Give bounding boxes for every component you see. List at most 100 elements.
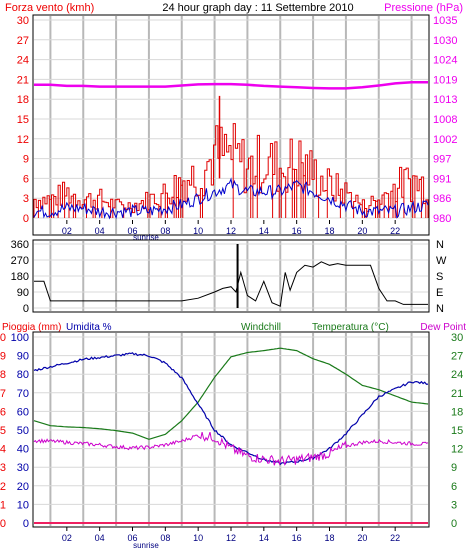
humidity-y-tick: 40 (17, 444, 29, 456)
wind-y-tick: 6 (23, 173, 29, 185)
wind-y-tick: 15 (17, 114, 29, 126)
wind-title: Forza vento (kmh) (5, 2, 94, 14)
temperature-y-tick: 6 (451, 481, 457, 493)
direction-grid (34, 241, 428, 311)
temperature-y-tick: 24 (451, 369, 463, 381)
rain-axis-labels: 109876543210 (0, 332, 6, 530)
temperature-y-tick: 9 (451, 462, 457, 474)
pressure-line (34, 81, 428, 90)
direction-y-tick: 90 (17, 287, 29, 299)
x-tick-label: 20 (357, 226, 367, 236)
humidity-title: Umidita % (66, 322, 112, 333)
x-tick-label: 12 (226, 533, 236, 543)
rain-y-tick: 7 (0, 388, 6, 400)
temperature-y-tick: 3 (451, 499, 457, 511)
compass-y-tick: N (436, 303, 444, 315)
rain-y-tick: 9 (0, 351, 6, 363)
temperature-grid (34, 333, 428, 526)
wind-y-tick: 3 (23, 193, 29, 205)
humidity-y-tick: 0 (23, 518, 29, 530)
sunrise-label-top: sunrise (133, 233, 159, 242)
humidity-y-tick: 100 (11, 332, 29, 344)
wind-y-tick: 27 (17, 35, 29, 47)
compass-y-tick: W (436, 255, 447, 267)
temperature-series (33, 347, 429, 524)
windchill-title: Windchill (241, 322, 281, 333)
rain-y-tick: 3 (0, 462, 6, 474)
wind-y-tick: 30 (17, 15, 29, 27)
pressure-y-tick: 1024 (433, 55, 457, 67)
temperature-y-tick: 15 (451, 425, 463, 437)
wind-y-tick: 9 (23, 154, 29, 166)
temperature-y-tick: 18 (451, 406, 463, 418)
x-tick-label: 10 (193, 533, 203, 543)
x-tick-label: 04 (95, 226, 105, 236)
compass-y-tick: E (436, 287, 443, 299)
wind-average-line (33, 177, 429, 220)
x-tick-label: 08 (160, 226, 170, 236)
humidity-y-tick: 70 (17, 388, 29, 400)
wind-y-tick: 21 (17, 74, 29, 86)
pressure-y-tick: 1030 (433, 35, 457, 47)
x-tick-label: 18 (324, 533, 334, 543)
panel-wind-pressure (32, 14, 430, 236)
temperature-y-tick: 27 (451, 351, 463, 363)
wind-direction-line (34, 261, 428, 307)
x-tick-label: 22 (390, 533, 400, 543)
pressure-y-tick: 1035 (433, 15, 457, 27)
humidity-y-tick: 10 (17, 499, 29, 511)
pressure-y-tick: 1019 (433, 74, 457, 86)
x-tick-label: 06 (127, 226, 137, 236)
humidity-y-tick: 90 (17, 351, 29, 363)
pressure-y-tick: 1002 (433, 134, 457, 146)
x-tick-label: 16 (292, 226, 302, 236)
direction-series (34, 244, 428, 308)
humidity-y-tick: 20 (17, 481, 29, 493)
x-tick-label: 06 (127, 533, 137, 543)
x-tick-label: 02 (62, 226, 72, 236)
rain-y-tick: 5 (0, 425, 6, 437)
rain-y-tick: 4 (0, 444, 6, 456)
temperature-y-tick: 0 (451, 518, 457, 530)
dewpoint-line (33, 431, 429, 467)
temperature-y-tick: 30 (451, 332, 463, 344)
x-tick-label: 08 (160, 533, 170, 543)
pressure-y-tick: 986 (433, 193, 451, 205)
rain-y-tick: 1 (0, 499, 6, 511)
wind-gust-line (33, 123, 429, 218)
temperature-y-tick: 21 (451, 388, 463, 400)
compass-y-tick: N (436, 239, 444, 251)
humidity-y-tick: 60 (17, 406, 29, 418)
wind-series (33, 81, 429, 220)
rain-y-tick: 10 (0, 332, 6, 344)
x-tick-label: 04 (95, 533, 105, 543)
temperature-title: Temperatura (°C) (312, 322, 389, 333)
direction-y-tick: 180 (11, 271, 29, 283)
x-tick-label: 14 (259, 533, 269, 543)
pressure-y-tick: 980 (433, 213, 451, 225)
x-tick-label: 16 (292, 533, 302, 543)
temperature-x-axis: 02 04 06 08 10 12 14 16 18 20 22 (62, 527, 400, 543)
humidity-y-tick: 30 (17, 462, 29, 474)
pressure-axis-labels: 1035 1030 1024 1019 1013 1008 1002 997 991 986 980 (433, 15, 457, 225)
pressure-y-tick: 1013 (433, 94, 457, 106)
wind-x-axis: 02 04 06 08 10 12 14 16 18 20 22 (62, 220, 400, 236)
wind-y-tick: 0 (23, 213, 29, 225)
rain-y-tick: 6 (0, 406, 6, 418)
x-tick-label: 10 (193, 226, 203, 236)
x-tick-label: 18 (324, 226, 334, 236)
pressure-y-tick: 997 (433, 154, 451, 166)
humidity-y-tick: 80 (17, 369, 29, 381)
x-tick-label: 20 (357, 533, 367, 543)
wind-y-tick: 12 (17, 134, 29, 146)
pressure-y-tick: 1008 (433, 114, 457, 126)
pressure-title: Pressione (hPa) (384, 2, 463, 14)
direction-axis-labels: 360 270 180 90 0 (11, 239, 29, 315)
direction-y-tick: 360 (11, 239, 29, 251)
rain-y-tick: 0 (0, 518, 6, 530)
